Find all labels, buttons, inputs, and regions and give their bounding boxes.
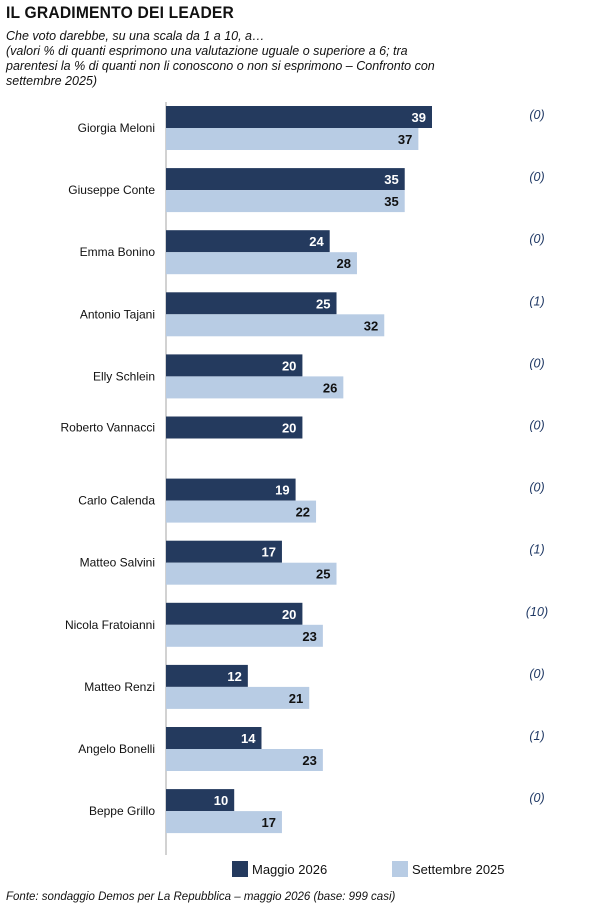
data-label-series2: 23 bbox=[302, 629, 316, 644]
bar-series1 bbox=[166, 354, 303, 377]
parenthetical-value: (0) bbox=[529, 481, 544, 495]
data-label-series1: 39 bbox=[412, 110, 426, 125]
bar-series2 bbox=[166, 811, 282, 834]
category-label: Giorgia Meloni bbox=[78, 121, 155, 135]
chart-subtitle: Che voto darebbe, su una scala da 1 a 10… bbox=[6, 29, 476, 89]
data-label-series1: 17 bbox=[261, 545, 275, 560]
legend-label-series2: Settembre 2025 bbox=[412, 862, 505, 877]
data-label-series1: 19 bbox=[275, 483, 289, 498]
parenthetical-value: (0) bbox=[529, 170, 544, 184]
category-label: Giuseppe Conte bbox=[68, 183, 155, 197]
bar-series1 bbox=[166, 664, 248, 687]
bar-series1 bbox=[166, 540, 282, 563]
parenthetical-value: (0) bbox=[529, 108, 544, 122]
parenthetical-value: (0) bbox=[529, 356, 544, 370]
bar-series2 bbox=[166, 686, 310, 709]
data-label-series1: 35 bbox=[384, 172, 398, 187]
data-label-series1: 14 bbox=[241, 731, 256, 746]
chart-title: IL GRADIMENTO DEI LEADER bbox=[6, 3, 235, 22]
bar-series2 bbox=[166, 190, 405, 213]
subtitle-line-3: parentesi la % di quanti non li conoscon… bbox=[6, 59, 435, 73]
parenthetical-value: (1) bbox=[529, 729, 544, 743]
data-label-series1: 12 bbox=[227, 669, 241, 684]
parenthetical-value: (0) bbox=[529, 667, 544, 681]
legend-label-series1: Maggio 2026 bbox=[252, 862, 328, 877]
category-label: Nicola Fratoianni bbox=[65, 618, 155, 632]
data-label-series2: 28 bbox=[337, 256, 351, 271]
data-label-series1: 25 bbox=[316, 296, 330, 311]
parenthetical-value: (0) bbox=[529, 232, 544, 246]
source-note: Fonte: sondaggio Demos per La Repubblica… bbox=[6, 891, 396, 903]
category-label: Antonio Tajani bbox=[80, 307, 155, 321]
data-label-series1: 10 bbox=[214, 793, 228, 808]
parenthetical-value: (0) bbox=[529, 791, 544, 805]
bar-series2 bbox=[166, 500, 317, 523]
data-label-series2: 25 bbox=[316, 567, 330, 582]
data-label-series2: 21 bbox=[289, 691, 303, 706]
legend-swatch-series1 bbox=[232, 861, 248, 877]
category-label: Matteo Salvini bbox=[80, 556, 155, 570]
bar-series2 bbox=[166, 562, 337, 585]
bar-series1 bbox=[166, 478, 296, 501]
parenthetical-value: (0) bbox=[529, 419, 544, 433]
data-label-series2: 23 bbox=[302, 753, 316, 768]
bar-series1 bbox=[166, 168, 405, 191]
data-label-series1: 20 bbox=[282, 607, 296, 622]
category-label: Roberto Vannacci bbox=[61, 421, 156, 435]
bar-series1 bbox=[166, 292, 337, 315]
data-label-series2: 22 bbox=[296, 505, 310, 520]
bar-series2 bbox=[166, 314, 385, 337]
parenthetical-value: (1) bbox=[529, 543, 544, 557]
bar-series1 bbox=[166, 416, 303, 439]
bar-series2 bbox=[166, 749, 323, 771]
bar-series1 bbox=[166, 602, 303, 625]
legend-swatch-series2 bbox=[392, 861, 408, 877]
bar-series1 bbox=[166, 106, 432, 128]
data-label-series2: 35 bbox=[384, 194, 398, 209]
data-label-series2: 17 bbox=[261, 815, 275, 830]
data-label-series2: 37 bbox=[398, 132, 412, 147]
bar-series2 bbox=[166, 252, 357, 275]
bar-series1 bbox=[166, 727, 262, 749]
bar-series2 bbox=[166, 128, 419, 150]
data-label-series2: 32 bbox=[364, 318, 378, 333]
data-label-series1: 24 bbox=[309, 234, 324, 249]
parenthetical-value: (1) bbox=[529, 294, 544, 308]
bar-series1 bbox=[166, 230, 330, 253]
subtitle-line-4: settembre 2025) bbox=[6, 74, 98, 88]
category-label: Angelo Bonelli bbox=[78, 742, 155, 756]
data-label-series2: 26 bbox=[323, 380, 337, 395]
parenthetical-value: (10) bbox=[526, 605, 548, 619]
bar-series2 bbox=[166, 624, 323, 647]
subtitle-line-1: Che voto darebbe, su una scala da 1 a 10… bbox=[6, 29, 265, 43]
bar-series2 bbox=[166, 376, 344, 399]
subtitle-line-2: (valori % di quanti esprimono una valuta… bbox=[6, 44, 408, 58]
category-label: Matteo Renzi bbox=[84, 680, 155, 694]
category-label: Beppe Grillo bbox=[89, 804, 155, 818]
data-label-series1: 20 bbox=[282, 421, 296, 436]
category-label: Carlo Calenda bbox=[78, 494, 155, 508]
category-label: Elly Schlein bbox=[93, 369, 155, 383]
category-label: Emma Bonino bbox=[80, 245, 156, 259]
data-label-series1: 20 bbox=[282, 358, 296, 373]
bar-series1 bbox=[166, 789, 235, 812]
